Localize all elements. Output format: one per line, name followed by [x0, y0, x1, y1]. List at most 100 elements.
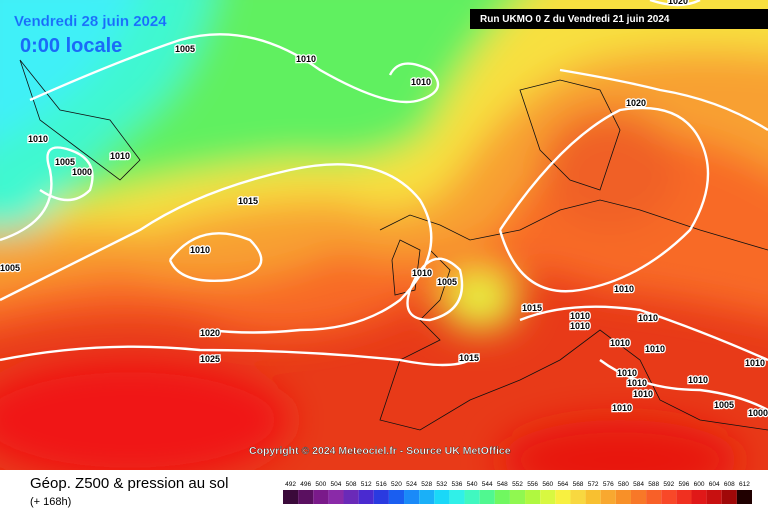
isobar-label: 1010 — [610, 338, 630, 348]
legend-swatch — [630, 490, 647, 504]
legend-label: 584 — [633, 481, 644, 488]
legend-label: 568 — [573, 481, 584, 488]
legend-label: 608 — [724, 481, 735, 488]
isobar-label: 1010 — [633, 389, 653, 399]
legend-label: 612 — [739, 481, 750, 488]
isobar-label: 1010 — [627, 378, 647, 388]
local-time: 0:00 locale — [20, 35, 122, 57]
legend-label: 580 — [618, 481, 629, 488]
legend-label: 500 — [315, 481, 326, 488]
legend-swatch — [736, 490, 752, 504]
legend-swatch — [449, 490, 465, 504]
legend-label: 508 — [346, 481, 357, 488]
legend-label: 592 — [663, 481, 674, 488]
legend-swatch — [373, 490, 389, 504]
legend-label: 548 — [497, 481, 508, 488]
legend-label: 600 — [694, 481, 705, 488]
legend-label: 540 — [467, 481, 478, 488]
legend-swatch — [570, 490, 586, 504]
legend-label: 604 — [709, 481, 720, 488]
legend-swatch — [298, 490, 314, 504]
isobar-label: 1010 — [190, 245, 210, 255]
footer-title: Géop. Z500 & pression au sol — [30, 475, 228, 492]
legend-swatch — [600, 490, 616, 504]
forecast-lead: (+ 168h) — [30, 496, 71, 508]
legend-swatch — [388, 490, 405, 504]
legend-swatch — [555, 490, 571, 504]
isobar-label: 1020 — [626, 98, 646, 108]
isobar-label: 1005 — [437, 277, 457, 287]
isobar-label: 1005 — [714, 400, 734, 410]
legend-label: 512 — [361, 481, 372, 488]
legend-swatch — [525, 490, 541, 504]
legend-label: 504 — [331, 481, 342, 488]
legend-label: 496 — [300, 481, 311, 488]
legend-swatch — [706, 490, 722, 504]
isobar-label: 1010 — [570, 321, 590, 331]
isobar-label: 1000 — [72, 167, 92, 177]
isobar-label: 1005 — [175, 44, 195, 54]
legend-swatch — [464, 490, 480, 504]
isobar-label: 1010 — [638, 313, 658, 323]
isobar-label: 1010 — [411, 77, 431, 87]
isobar-label: 1025 — [200, 354, 220, 364]
map — [0, 0, 768, 470]
legend-swatch — [509, 490, 526, 504]
legend-label: 544 — [482, 481, 493, 488]
isobar-labels: 1020100510101010102010101005100010101015… — [0, 0, 768, 419]
isobar-label: 1010 — [296, 54, 316, 64]
isobar-label: 1010 — [612, 403, 632, 413]
legend-swatch — [615, 490, 631, 504]
legend-label: 492 — [285, 481, 296, 488]
isobar-label: 1015 — [238, 196, 258, 206]
isobar-label: 1000 — [748, 408, 768, 418]
isobar-label: 1015 — [459, 353, 479, 363]
legend-label: 532 — [436, 481, 447, 488]
legend-swatch — [419, 490, 435, 504]
legend-swatch — [691, 490, 707, 504]
isobar-label: 1010 — [110, 151, 130, 161]
legend-swatch — [434, 490, 450, 504]
legend-label: 576 — [603, 481, 614, 488]
isobar-label: 1005 — [55, 157, 75, 167]
isobar-label: 1020 — [200, 328, 220, 338]
isobar-label: 1010 — [645, 344, 665, 354]
isobar-label: 1010 — [614, 284, 634, 294]
legend-swatch — [283, 490, 299, 504]
legend-label: 536 — [452, 481, 463, 488]
run-info: Run UKMO 0 Z du Vendredi 21 juin 2024 — [480, 14, 670, 25]
legend-swatch — [358, 490, 374, 504]
legend-label: 552 — [512, 481, 523, 488]
legend-label: 528 — [421, 481, 432, 488]
legend-swatch — [313, 490, 329, 504]
legend-label: 560 — [542, 481, 553, 488]
legend-swatch — [479, 490, 495, 504]
legend-label: 564 — [557, 481, 568, 488]
legend-swatch — [661, 490, 677, 504]
legend-label: 572 — [588, 481, 599, 488]
legend-label: 516 — [376, 481, 387, 488]
isobar-label: 1010 — [617, 368, 637, 378]
legend-swatch — [343, 490, 359, 504]
legend-swatch — [494, 490, 510, 504]
isobar-label: 1020 — [668, 0, 688, 6]
legend-swatch — [646, 490, 662, 504]
isobar-label: 1005 — [0, 263, 20, 273]
legend-swatch — [540, 490, 556, 504]
valid-date: Vendredi 28 juin 2024 — [14, 13, 167, 30]
color-legend: 492 496 500 504 508 512 516 520 524 528 532 536 540 5… — [283, 481, 752, 504]
isobar-label: 1010 — [688, 375, 708, 385]
legend-swatch — [404, 490, 420, 504]
isobar-label: 1010 — [28, 134, 48, 144]
legend-label: 520 — [391, 481, 402, 488]
legend-label: 524 — [406, 481, 417, 488]
isobar-label: 1010 — [745, 358, 765, 368]
legend-swatch — [328, 490, 344, 504]
legend-swatch — [721, 490, 737, 504]
isobar-label: 1010 — [570, 311, 590, 321]
isobar-label: 1015 — [522, 303, 542, 313]
isobar-label: 1010 — [412, 268, 432, 278]
legend-label: 556 — [527, 481, 538, 488]
legend-swatch — [676, 490, 692, 504]
